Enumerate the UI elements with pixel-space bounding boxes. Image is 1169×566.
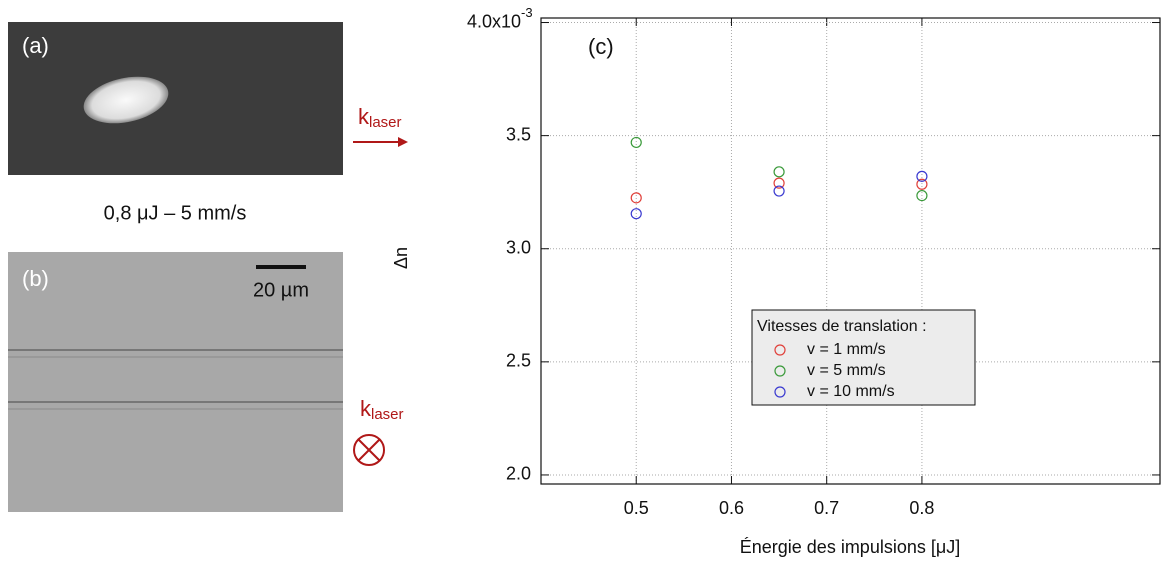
y-axis-label: Δn <box>391 247 411 269</box>
y-tick-label: 3.5 <box>506 124 531 144</box>
panel-label: (b) <box>22 266 49 291</box>
point <box>630 208 642 220</box>
x-axis-label: Énergie des impulsions [μJ] <box>740 537 960 557</box>
plot-frame <box>540 17 1161 485</box>
plot: 0.5 0.6 0.7 0.8 2.0 2.5 3.0 3.5 4.0x10 -3 Vitesses… <box>467 5 1161 518</box>
legend-marker <box>774 344 786 356</box>
panel-label: (a) <box>22 33 49 58</box>
y-tick-label: 4.0x10 <box>467 11 521 31</box>
scale-label: 20 µm <box>253 279 309 301</box>
x-tick-label: 0.5 <box>624 498 649 518</box>
k-laser: klaser <box>358 104 402 131</box>
panel-label: (c) <box>588 34 614 59</box>
legend-marker <box>774 386 786 398</box>
point <box>630 136 642 149</box>
point <box>773 166 785 178</box>
y-tick-label: 2.5 <box>506 351 531 371</box>
point <box>773 177 785 189</box>
arrow-head <box>398 137 408 147</box>
legend-label: v = 10 mm/s <box>807 383 895 400</box>
point <box>630 192 642 204</box>
image-b <box>8 252 343 512</box>
image-a <box>8 22 343 175</box>
x-tick-label: 0.8 <box>909 498 934 518</box>
legend-marker <box>774 365 786 377</box>
point <box>916 170 928 182</box>
y-tick-label: 3.0 <box>506 237 531 257</box>
legend-label: v = 1 mm/s <box>807 341 886 358</box>
y-tick-label: 2.0 <box>506 464 531 484</box>
into-page-symbol <box>357 438 381 462</box>
damage-spot <box>83 76 169 124</box>
point <box>773 185 785 197</box>
k-laser: klaser <box>360 396 404 423</box>
caption: 0,8 μJ – 5 mm/s <box>104 202 247 224</box>
legend-label: v = 5 mm/s <box>807 362 886 379</box>
into-page-symbol <box>353 434 385 466</box>
legend-title: Vitesses de translation : <box>757 318 927 335</box>
legend-box <box>751 309 976 406</box>
point <box>916 189 928 202</box>
x-tick-label: 0.7 <box>814 498 839 518</box>
x-tick-label: 0.6 <box>719 498 744 518</box>
point <box>916 178 928 190</box>
y-exponent: -3 <box>521 5 533 20</box>
